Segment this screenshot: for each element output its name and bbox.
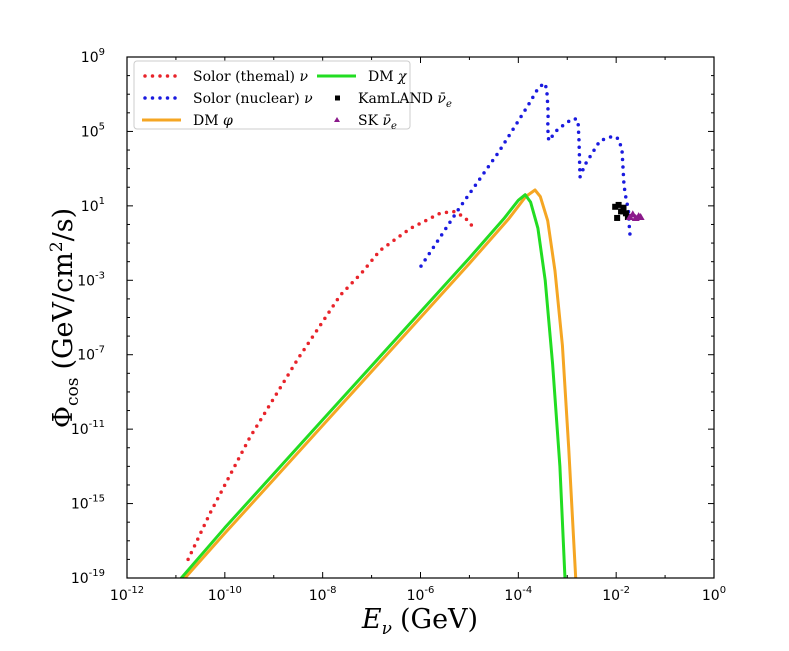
- series-4-point: [614, 214, 621, 221]
- series-4-point: [620, 204, 627, 211]
- series-layer: [179, 81, 645, 578]
- x-axis-label: Eν (GeV): [361, 604, 478, 639]
- series-4-point: [612, 203, 619, 210]
- y-tick-label: 105: [81, 121, 105, 140]
- x-tick-label: 10-10: [208, 585, 242, 604]
- series-4-point: [622, 210, 629, 217]
- legend-label: KamLAND ν̄e: [358, 91, 452, 110]
- legend-swatch: [334, 117, 340, 122]
- x-tick-label: 10-4: [504, 585, 532, 604]
- y-tick-label: 10-19: [71, 568, 105, 587]
- series-2-line: [182, 188, 578, 578]
- series-1-line: [419, 81, 633, 268]
- legend-label: Solor (nuclear) ν: [193, 91, 313, 107]
- x-tick-label: 10-12: [110, 585, 144, 604]
- y-tick-label: 10-7: [77, 345, 105, 364]
- legend-label: Solor (themal) ν: [193, 69, 308, 85]
- y-tick-label: 101: [81, 196, 105, 215]
- axis-ticks: 10-12 10-10 10-8 10-6 10-4 10-2 100 109 105 101 10…: [71, 47, 726, 604]
- x-tick-label: 10-8: [309, 585, 337, 604]
- y-tick-label: 10-15: [71, 494, 105, 513]
- series-0-line: [186, 209, 475, 562]
- series-5-point: [628, 210, 637, 218]
- x-tick-label: 10-2: [602, 585, 630, 604]
- y-tick-label: 10-11: [71, 419, 105, 438]
- y-tick-label: 109: [81, 47, 105, 66]
- y-axis-label: Φcos(GeV/cm2/s): [47, 208, 83, 428]
- legend-label: DM χ: [368, 69, 408, 85]
- legend: Solor (themal) ν Solor (nuclear) ν DM φ DM …: [133, 60, 452, 132]
- series-5-point: [636, 213, 645, 221]
- series-4-point: [618, 208, 625, 215]
- x-tick-label: 100: [702, 585, 726, 604]
- y-tick-label: 10-3: [77, 270, 105, 289]
- x-tick-label: 10-6: [407, 585, 435, 604]
- legend-label: DM φ: [193, 113, 233, 129]
- legend-box: [133, 60, 411, 130]
- legend-label: SK ν̄e: [358, 113, 397, 132]
- series-4-point: [615, 201, 622, 208]
- series-3-line: [179, 193, 567, 578]
- legend-swatch: [335, 95, 340, 101]
